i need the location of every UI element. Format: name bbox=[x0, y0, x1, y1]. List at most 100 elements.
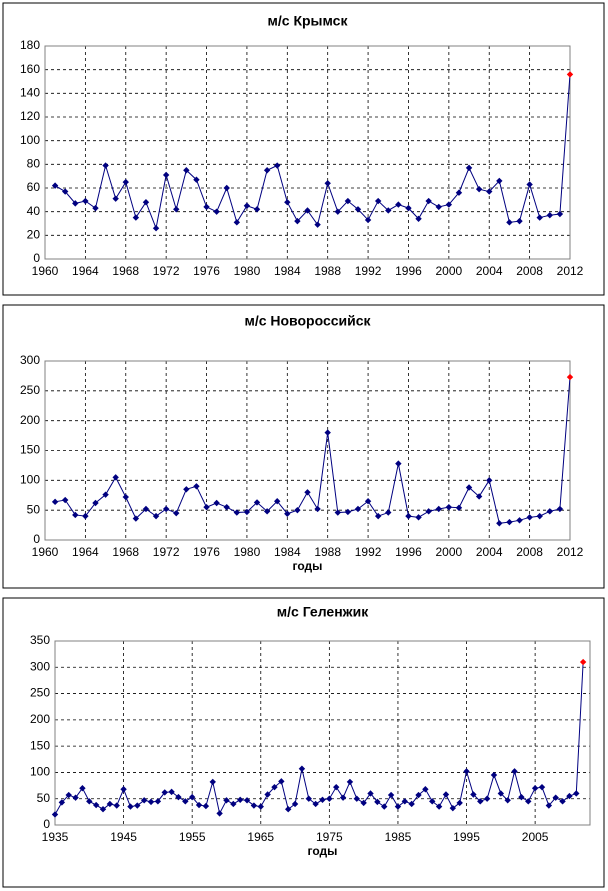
data-point bbox=[250, 802, 258, 809]
data-point bbox=[230, 800, 237, 808]
x-tick-label: 1964 bbox=[72, 264, 99, 278]
data-point bbox=[243, 797, 251, 804]
data-point bbox=[506, 518, 513, 526]
data-point bbox=[183, 167, 190, 174]
data-point bbox=[374, 798, 381, 806]
data-point bbox=[175, 793, 182, 801]
data-point bbox=[579, 658, 587, 666]
x-tick-label: 2000 bbox=[435, 545, 462, 559]
data-point bbox=[223, 184, 230, 192]
data-point bbox=[435, 803, 443, 810]
data-point bbox=[99, 806, 107, 813]
data-point bbox=[236, 796, 244, 803]
data-point bbox=[435, 203, 442, 211]
x-tick-label: 1988 bbox=[314, 545, 341, 559]
data-point bbox=[122, 493, 129, 501]
y-tick-label: 120 bbox=[20, 109, 40, 123]
y-tick-label: 300 bbox=[20, 353, 40, 367]
data-point bbox=[209, 778, 216, 786]
data-point bbox=[415, 791, 422, 799]
data-point bbox=[385, 509, 392, 516]
data-point bbox=[314, 221, 321, 228]
data-point bbox=[72, 511, 79, 519]
data-point bbox=[497, 790, 505, 797]
data-point bbox=[152, 512, 160, 520]
data-point bbox=[449, 804, 457, 812]
data-point bbox=[333, 783, 340, 791]
y-tick-label: 300 bbox=[30, 659, 50, 673]
x-tick-label: 1964 bbox=[72, 545, 99, 559]
x-tick-label: 2000 bbox=[435, 264, 462, 278]
data-point bbox=[435, 505, 442, 513]
data-point bbox=[132, 214, 140, 221]
data-point bbox=[354, 505, 362, 513]
data-point bbox=[455, 504, 463, 511]
data-point bbox=[516, 517, 523, 524]
data-point bbox=[161, 789, 168, 796]
data-point bbox=[346, 778, 354, 786]
data-point bbox=[162, 171, 170, 179]
data-point bbox=[202, 802, 210, 810]
y-tick-label: 0 bbox=[33, 532, 40, 546]
x-tick-label: 1980 bbox=[234, 264, 261, 278]
x-tick-label: 2008 bbox=[516, 264, 543, 278]
y-tick-label: 20 bbox=[27, 228, 41, 242]
chart-title: м/с Геленжик bbox=[277, 604, 369, 620]
data-point bbox=[516, 217, 523, 225]
data-point bbox=[566, 373, 574, 381]
data-point bbox=[367, 790, 374, 797]
data-point bbox=[285, 806, 292, 813]
data-point bbox=[127, 803, 134, 810]
y-tick-label: 100 bbox=[20, 473, 40, 487]
chart-title: м/с Новороссийск bbox=[244, 313, 371, 329]
data-point bbox=[213, 208, 220, 215]
data-point bbox=[304, 489, 311, 496]
plot-area bbox=[44, 360, 571, 541]
data-point bbox=[573, 790, 580, 797]
data-point bbox=[326, 795, 333, 802]
x-tick-label: 1960 bbox=[32, 264, 59, 278]
data-point bbox=[526, 514, 533, 521]
data-point bbox=[324, 429, 331, 436]
data-point bbox=[496, 520, 503, 527]
data-point bbox=[112, 474, 119, 481]
data-point bbox=[425, 197, 432, 205]
data-point bbox=[408, 800, 415, 808]
y-tick-label: 150 bbox=[20, 443, 40, 457]
data-point bbox=[294, 217, 301, 225]
plot-area bbox=[44, 45, 571, 260]
data-point bbox=[538, 783, 546, 791]
x-tick-label: 2004 bbox=[476, 264, 503, 278]
data-point bbox=[243, 508, 251, 516]
data-point bbox=[536, 512, 543, 520]
data-point bbox=[456, 799, 463, 807]
data-point bbox=[154, 798, 162, 805]
data-point bbox=[455, 189, 463, 196]
x-tick-label: 2012 bbox=[557, 545, 584, 559]
data-point bbox=[253, 206, 261, 213]
y-tick-label: 40 bbox=[27, 204, 41, 218]
y-tick-label: 50 bbox=[37, 791, 51, 805]
data-point bbox=[61, 496, 69, 504]
x-tick-label: 1960 bbox=[32, 545, 59, 559]
data-point bbox=[140, 797, 148, 804]
x-tick-label: 1980 bbox=[234, 545, 261, 559]
data-point bbox=[271, 783, 278, 791]
data-point bbox=[374, 512, 382, 520]
data-point bbox=[546, 508, 554, 515]
data-point bbox=[51, 498, 59, 506]
data-point bbox=[401, 798, 409, 805]
data-point bbox=[142, 199, 150, 206]
data-point bbox=[556, 505, 564, 513]
data-point bbox=[483, 795, 491, 802]
data-point bbox=[61, 188, 69, 195]
chart-title: м/с Крымск bbox=[268, 13, 349, 29]
data-point bbox=[425, 508, 432, 515]
data-point bbox=[298, 765, 306, 772]
data-point bbox=[496, 177, 503, 185]
data-point bbox=[304, 207, 311, 214]
x-tick-label: 1968 bbox=[112, 264, 139, 278]
data-point bbox=[65, 791, 72, 799]
data-point bbox=[82, 512, 89, 520]
data-point bbox=[223, 503, 230, 511]
